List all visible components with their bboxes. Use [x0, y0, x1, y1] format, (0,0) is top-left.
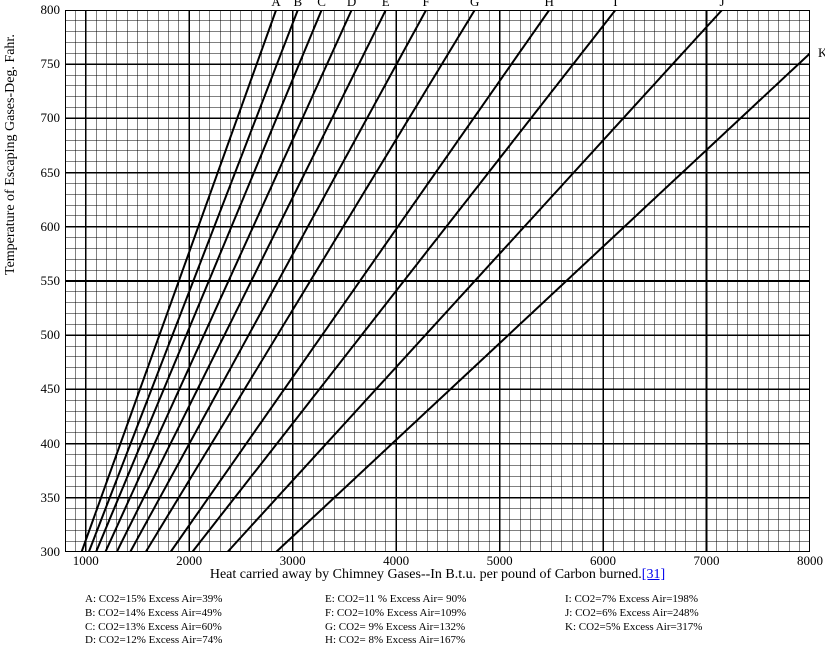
y-tick-label: 450	[41, 381, 61, 397]
series-label-I: I	[613, 0, 617, 10]
legend-item-K: K: CO2=5% Excess Air=317%	[565, 621, 805, 635]
y-tick-label: 550	[41, 273, 61, 289]
x-tick-label: 3000	[280, 553, 306, 569]
series-label-F: F	[422, 0, 429, 10]
x-tick-label: 5000	[487, 553, 513, 569]
legend-item-G: G: CO2= 9% Excess Air=132%	[325, 621, 565, 635]
legend-item-D: D: CO2=12% Excess Air=74%	[85, 634, 325, 648]
x-tick-label: 6000	[590, 553, 616, 569]
y-tick-label: 300	[41, 544, 61, 560]
footnote-link[interactable]: [31]	[642, 567, 665, 582]
series-label-H: H	[545, 0, 554, 10]
legend: A: CO2=15% Excess Air=39%B: CO2=14% Exce…	[85, 593, 805, 648]
y-axis-label: Temperature of Escaping Gases-Deg. Fahr.	[3, 34, 19, 275]
series-label-J: J	[720, 0, 725, 10]
legend-item-H: H: CO2= 8% Excess Air=167%	[325, 634, 565, 648]
series-label-A: A	[271, 0, 280, 10]
series-label-E: E	[382, 0, 390, 10]
plot-area	[65, 10, 810, 552]
x-tick-label: 4000	[383, 553, 409, 569]
series-label-K: K	[818, 45, 825, 61]
legend-item-I: I: CO2=7% Excess Air=198%	[565, 593, 805, 607]
chart-container: Temperature of Escaping Gases-Deg. Fahr.…	[5, 5, 820, 636]
y-tick-label: 350	[41, 490, 61, 506]
x-tick-label: 8000	[797, 553, 823, 569]
legend-column: A: CO2=15% Excess Air=39%B: CO2=14% Exce…	[85, 593, 325, 648]
x-axis-label: Heat carried away by Chimney Gases--In B…	[65, 567, 810, 583]
legend-item-C: C: CO2=13% Excess Air=60%	[85, 621, 325, 635]
legend-item-A: A: CO2=15% Excess Air=39%	[85, 593, 325, 607]
series-label-D: D	[347, 0, 356, 10]
x-tick-label: 2000	[176, 553, 202, 569]
chart-svg	[65, 10, 810, 552]
y-tick-label: 500	[41, 327, 61, 343]
legend-item-B: B: CO2=14% Excess Air=49%	[85, 607, 325, 621]
legend-item-E: E: CO2=11 % Excess Air= 90%	[325, 593, 565, 607]
y-tick-label: 750	[41, 56, 61, 72]
y-tick-label: 700	[41, 110, 61, 126]
legend-column: I: CO2=7% Excess Air=198%J: CO2=6% Exces…	[565, 593, 805, 648]
series-label-C: C	[317, 0, 326, 10]
legend-item-F: F: CO2=10% Excess Air=109%	[325, 607, 565, 621]
y-tick-label: 800	[41, 2, 61, 18]
y-tick-label: 600	[41, 219, 61, 235]
y-tick-label: 650	[41, 165, 61, 181]
legend-item-J: J: CO2=6% Excess Air=248%	[565, 607, 805, 621]
x-tick-label: 7000	[694, 553, 720, 569]
series-label-G: G	[470, 0, 479, 10]
series-label-B: B	[293, 0, 302, 10]
x-axis-label-text: Heat carried away by Chimney Gases--In B…	[210, 567, 642, 582]
y-tick-label: 400	[41, 436, 61, 452]
legend-column: E: CO2=11 % Excess Air= 90%F: CO2=10% Ex…	[325, 593, 565, 648]
x-tick-label: 1000	[73, 553, 99, 569]
